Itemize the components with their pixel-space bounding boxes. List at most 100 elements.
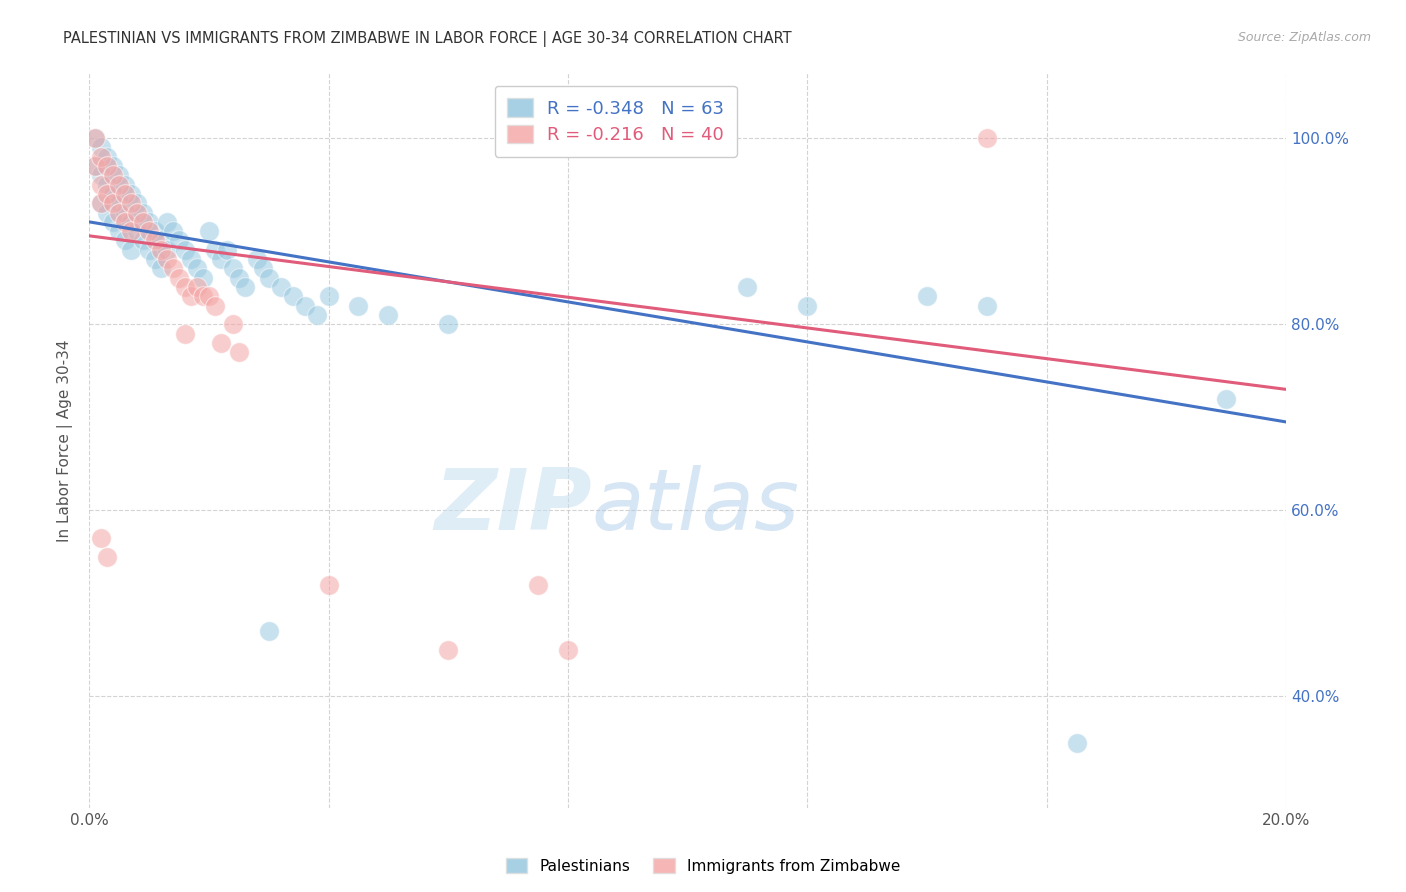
Point: [143, 234, 166, 248]
Point: [120, 196, 142, 211]
Point: [96, 178, 118, 192]
Legend: Palestinians, Immigrants from Zimbabwe: Palestinians, Immigrants from Zimbabwe: [499, 852, 907, 880]
Point: [125, 224, 148, 238]
Point: [915, 289, 938, 303]
Point: [257, 270, 280, 285]
Point: [120, 224, 142, 238]
Point: [114, 178, 136, 192]
Legend: R = -0.348   N = 63, R = -0.216   N = 40: R = -0.348 N = 63, R = -0.216 N = 40: [495, 86, 737, 157]
Point: [96, 150, 118, 164]
Point: [143, 224, 166, 238]
Point: [180, 252, 202, 266]
Point: [162, 261, 184, 276]
Point: [527, 578, 550, 592]
Point: [174, 280, 197, 294]
Point: [120, 186, 142, 201]
Point: [138, 224, 160, 238]
Point: [186, 261, 208, 276]
Point: [252, 261, 274, 276]
Point: [114, 205, 136, 219]
Point: [143, 252, 166, 266]
Point: [96, 186, 118, 201]
Point: [294, 299, 316, 313]
Point: [191, 289, 214, 303]
Point: [318, 289, 340, 303]
Point: [557, 643, 579, 657]
Point: [186, 280, 208, 294]
Point: [101, 169, 124, 183]
Point: [437, 317, 460, 331]
Point: [209, 252, 232, 266]
Point: [84, 131, 107, 145]
Text: atlas: atlas: [592, 466, 800, 549]
Point: [114, 215, 136, 229]
Point: [215, 243, 238, 257]
Point: [108, 178, 131, 192]
Point: [101, 196, 124, 211]
Point: [156, 215, 179, 229]
Point: [125, 196, 148, 211]
Point: [222, 317, 245, 331]
Point: [149, 243, 172, 257]
Text: Source: ZipAtlas.com: Source: ZipAtlas.com: [1237, 31, 1371, 45]
Point: [132, 215, 155, 229]
Point: [90, 169, 112, 183]
Point: [120, 243, 142, 257]
Point: [149, 261, 172, 276]
Point: [437, 643, 460, 657]
Point: [1215, 392, 1237, 406]
Point: [90, 150, 112, 164]
Point: [180, 289, 202, 303]
Point: [108, 224, 131, 238]
Point: [114, 186, 136, 201]
Point: [120, 215, 142, 229]
Point: [90, 196, 112, 211]
Point: [90, 196, 112, 211]
Point: [167, 270, 190, 285]
Point: [281, 289, 304, 303]
Point: [84, 159, 107, 173]
Point: [1066, 736, 1088, 750]
Text: ZIP: ZIP: [434, 466, 592, 549]
Point: [976, 131, 998, 145]
Point: [108, 169, 131, 183]
Point: [191, 270, 214, 285]
Y-axis label: In Labor Force | Age 30-34: In Labor Force | Age 30-34: [58, 339, 73, 541]
Point: [198, 289, 221, 303]
Point: [138, 243, 160, 257]
Point: [90, 178, 112, 192]
Point: [156, 252, 179, 266]
Point: [209, 335, 232, 350]
Point: [257, 624, 280, 639]
Point: [737, 280, 759, 294]
Point: [270, 280, 292, 294]
Point: [96, 549, 118, 564]
Point: [204, 299, 226, 313]
Point: [228, 345, 250, 359]
Point: [101, 215, 124, 229]
Point: [796, 299, 818, 313]
Point: [222, 261, 245, 276]
Point: [84, 131, 107, 145]
Point: [174, 243, 197, 257]
Point: [228, 270, 250, 285]
Point: [90, 140, 112, 154]
Point: [162, 224, 184, 238]
Point: [114, 234, 136, 248]
Point: [305, 308, 328, 322]
Point: [84, 159, 107, 173]
Point: [149, 234, 172, 248]
Point: [108, 196, 131, 211]
Point: [318, 578, 340, 592]
Point: [174, 326, 197, 341]
Point: [377, 308, 399, 322]
Point: [246, 252, 269, 266]
Point: [156, 243, 179, 257]
Point: [101, 186, 124, 201]
Point: [233, 280, 256, 294]
Point: [125, 205, 148, 219]
Point: [96, 159, 118, 173]
Point: [976, 299, 998, 313]
Point: [167, 234, 190, 248]
Point: [132, 234, 155, 248]
